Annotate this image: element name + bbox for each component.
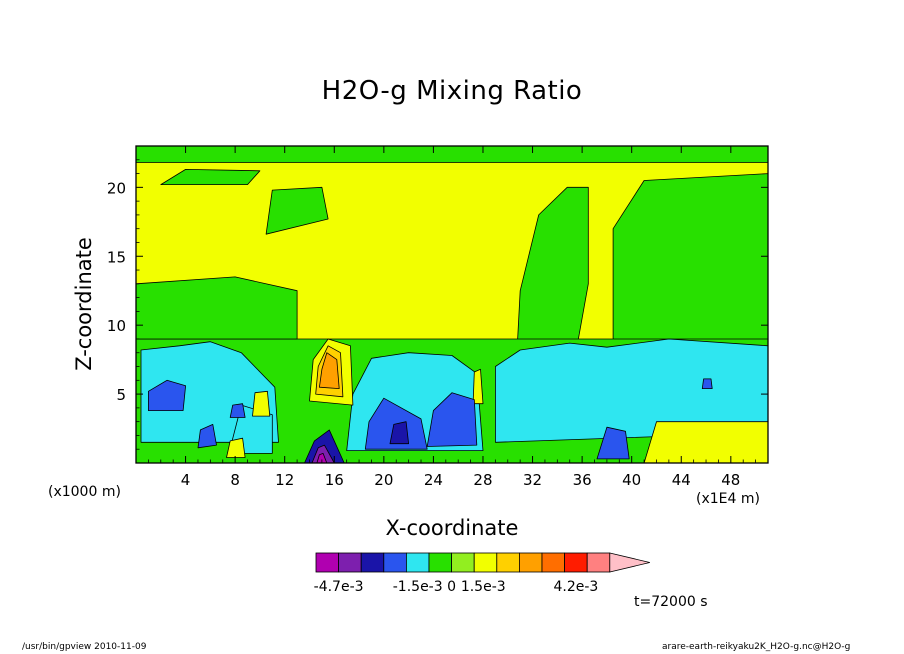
y-tick-label: 20 [107, 179, 126, 197]
footer-program: /usr/bin/gpview 2010-11-09 [22, 642, 147, 652]
contour-region-navy [389, 421, 410, 445]
colorbar-label: -4.7e-3 [314, 579, 364, 595]
contour-region-yellow [472, 368, 484, 405]
x-tick-label: 12 [275, 471, 294, 489]
colorbar-swatch [383, 552, 407, 573]
contour-region-green [135, 276, 298, 340]
x-tick-label: 32 [523, 471, 542, 489]
x-tick-label: 16 [325, 471, 344, 489]
colorbar-swatch [360, 552, 385, 573]
contour-region-blue [701, 378, 713, 390]
colorbar-swatch [541, 552, 566, 573]
x-tick-label: 28 [473, 471, 492, 489]
footer-source: arare-earth-reikyaku2K_H2O-g.nc@H2O-g [662, 642, 851, 652]
contour-region-green [160, 168, 261, 186]
contour-region-blue [147, 379, 187, 412]
colorbar-arrow [609, 552, 650, 573]
contour-region-blue [229, 403, 246, 418]
colorbar-swatch [315, 552, 340, 573]
colorbar-swatch [473, 552, 498, 573]
colorbar-label: -1.5e-3 [393, 579, 443, 595]
contour-region-blue [596, 426, 630, 460]
y-tick-label: 10 [107, 317, 126, 335]
x-tick-label: 40 [622, 471, 641, 489]
time-label: t=72000 s [634, 594, 708, 610]
contour-region-orange [318, 352, 340, 390]
x-tick-label: 48 [721, 471, 740, 489]
y-tick-label: 15 [107, 248, 126, 266]
x-axis-unit: (x1000 m) [48, 484, 121, 500]
x-tick-label: 4 [181, 471, 191, 489]
chart-title: H2O-g Mixing Ratio [321, 76, 583, 106]
x-tick-label: 20 [374, 471, 393, 489]
y-tick-label: 5 [116, 386, 126, 404]
contour-region-green [135, 145, 769, 163]
contour-region-green [265, 186, 329, 235]
contour-region-yellow [226, 437, 246, 458]
y-axis-label: Z-coordinate [72, 237, 96, 371]
contour-region-yellow [252, 390, 271, 417]
colorbar-swatch [451, 552, 475, 573]
x-axis-scale-note: (x1E4 m) [696, 491, 760, 507]
x-tick-label: 44 [672, 471, 691, 489]
plot-frame [135, 145, 769, 464]
colorbar-label: 1.5e-3 [461, 579, 506, 595]
colorbar-label: 4.2e-3 [553, 579, 598, 595]
contour-region-blue [197, 423, 217, 449]
contour-region-yellow [643, 421, 769, 464]
x-tick-label: 8 [230, 471, 240, 489]
colorbar-swatch [519, 552, 543, 573]
colorbar-swatch [428, 552, 453, 573]
x-axis-label: X-coordinate [385, 516, 519, 540]
colorbar-swatch [405, 552, 430, 573]
colorbar-swatch [338, 552, 362, 573]
x-tick-label: 36 [573, 471, 592, 489]
x-tick-label: 24 [424, 471, 443, 489]
colorbar-swatch [586, 552, 611, 573]
colorbar-swatch [496, 552, 520, 573]
contour-region-blue [426, 392, 478, 447]
colorbar-swatch [564, 552, 588, 573]
colorbar-label: 0 [447, 579, 456, 595]
